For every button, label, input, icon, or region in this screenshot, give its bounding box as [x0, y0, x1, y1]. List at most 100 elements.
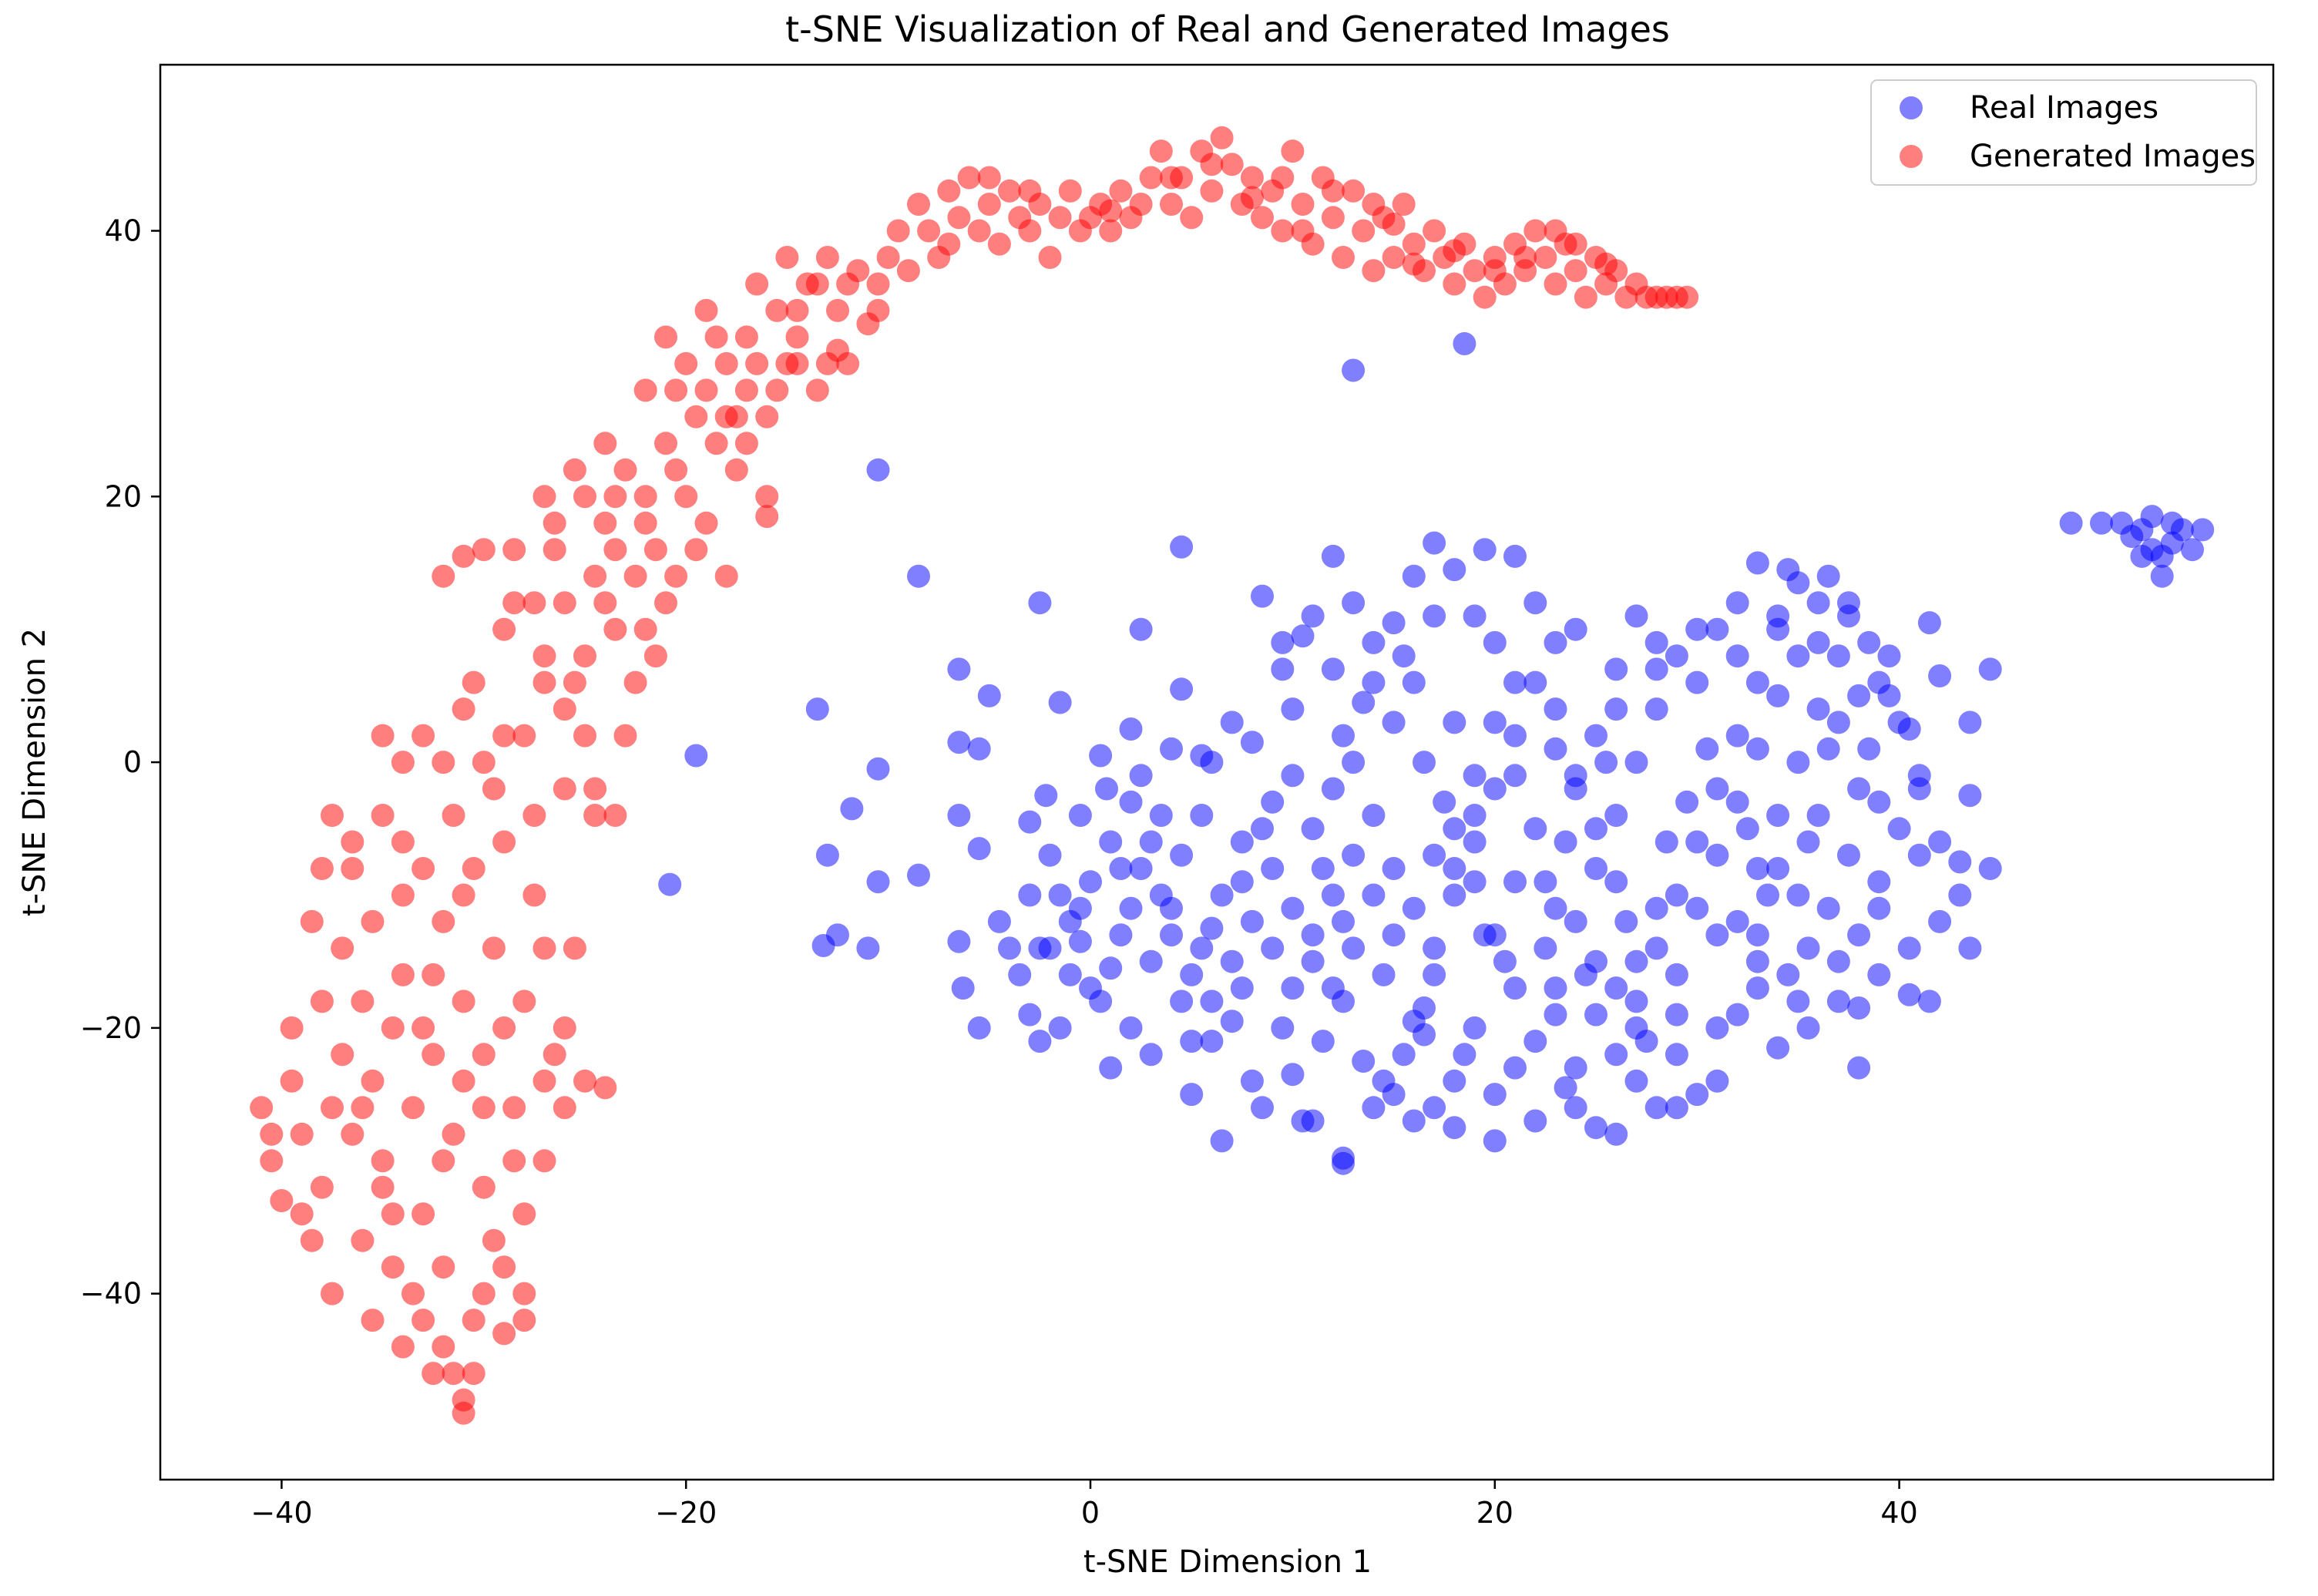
- point-real-images: [856, 936, 880, 960]
- point-generated-images: [765, 378, 789, 402]
- point-generated-images: [664, 458, 688, 482]
- point-real-images: [1382, 857, 1406, 880]
- point-real-images: [1523, 1030, 1547, 1053]
- point-real-images: [1877, 644, 1901, 668]
- point-real-images: [1887, 817, 1911, 841]
- point-real-images: [1483, 1129, 1507, 1153]
- point-generated-images: [826, 298, 849, 322]
- point-real-images: [1725, 591, 1749, 615]
- x-tick-label: −40: [250, 1496, 312, 1530]
- point-real-images: [1281, 976, 1305, 1000]
- x-tick-label: 40: [1880, 1496, 1917, 1530]
- point-real-images: [1665, 1096, 1688, 1120]
- point-generated-images: [452, 990, 475, 1013]
- point-generated-images: [1321, 179, 1345, 203]
- point-generated-images: [512, 1202, 536, 1226]
- point-real-images: [1301, 949, 1325, 973]
- point-generated-images: [623, 670, 647, 694]
- point-real-images: [967, 1016, 991, 1040]
- point-generated-images: [1099, 199, 1123, 223]
- point-real-images: [1423, 531, 1446, 555]
- point-real-images: [1240, 731, 1264, 754]
- point-real-images: [1624, 1069, 1648, 1093]
- point-generated-images: [422, 1362, 445, 1386]
- point-generated-images: [694, 511, 718, 535]
- point-real-images: [1261, 790, 1285, 814]
- point-generated-images: [654, 432, 677, 455]
- point-real-images: [1745, 551, 1769, 575]
- point-real-images: [1564, 1096, 1587, 1120]
- point-real-images: [1180, 1030, 1204, 1053]
- point-generated-images: [1564, 259, 1587, 283]
- point-real-images: [866, 870, 890, 894]
- point-real-images: [1837, 591, 1860, 615]
- point-generated-images: [1392, 193, 1416, 216]
- point-generated-images: [391, 1335, 415, 1359]
- point-real-images: [1796, 936, 1820, 960]
- point-real-images: [1786, 644, 1810, 668]
- point-generated-images: [522, 883, 546, 907]
- point-real-images: [1564, 909, 1587, 933]
- point-real-images: [1584, 817, 1607, 841]
- point-generated-images: [734, 432, 758, 455]
- point-real-images: [1301, 923, 1325, 947]
- point-real-images: [1413, 751, 1436, 774]
- point-generated-images: [694, 298, 718, 322]
- point-real-images: [1079, 976, 1102, 1000]
- point-generated-images: [613, 458, 637, 482]
- point-generated-images: [643, 538, 667, 562]
- point-generated-images: [341, 857, 364, 880]
- point-generated-images: [977, 193, 1001, 216]
- point-generated-images: [866, 298, 890, 322]
- point-real-images: [1604, 1043, 1628, 1067]
- point-generated-images: [310, 990, 334, 1013]
- point-generated-images: [412, 1309, 435, 1332]
- point-real-images: [1826, 949, 1850, 973]
- point-generated-images: [654, 591, 677, 615]
- point-real-images: [1624, 604, 1648, 628]
- point-real-images: [1079, 870, 1102, 894]
- point-generated-images: [310, 1175, 334, 1199]
- point-real-images: [1685, 1083, 1709, 1107]
- point-real-images: [1119, 790, 1143, 814]
- point-generated-images: [401, 1282, 425, 1305]
- point-generated-images: [583, 564, 607, 588]
- point-generated-images: [1332, 246, 1355, 269]
- y-tick-label: 0: [123, 745, 142, 779]
- point-generated-images: [714, 351, 738, 375]
- point-real-images: [1584, 857, 1607, 880]
- point-real-images: [1523, 817, 1547, 841]
- point-real-images: [1463, 870, 1487, 894]
- point-real-images: [1119, 717, 1143, 741]
- point-real-images: [1119, 1016, 1143, 1040]
- point-real-images: [1392, 644, 1416, 668]
- point-generated-images: [412, 857, 435, 880]
- point-real-images: [1413, 1023, 1436, 1047]
- point-real-images: [1847, 996, 1871, 1020]
- point-generated-images: [1544, 219, 1567, 243]
- point-generated-images: [432, 751, 455, 774]
- point-generated-images: [482, 1228, 506, 1252]
- point-generated-images: [361, 1069, 385, 1093]
- point-real-images: [1867, 870, 1891, 894]
- point-real-images: [866, 757, 890, 781]
- point-real-images: [1826, 990, 1850, 1013]
- point-real-images: [1332, 1151, 1355, 1175]
- point-real-images: [1210, 1129, 1234, 1153]
- point-generated-images: [432, 1255, 455, 1279]
- y-axis-ticks: −40 −20 0 20 40: [80, 213, 160, 1311]
- point-generated-images: [280, 1069, 304, 1093]
- point-generated-images: [412, 724, 435, 748]
- point-real-images: [1685, 617, 1709, 641]
- point-real-images: [684, 744, 708, 768]
- point-generated-images: [543, 1043, 566, 1067]
- point-real-images: [2150, 564, 2174, 588]
- point-real-images: [1149, 804, 1173, 827]
- point-real-images: [1402, 896, 1426, 920]
- point-real-images: [1564, 1056, 1587, 1080]
- point-real-images: [1634, 1030, 1658, 1053]
- point-real-images: [1503, 670, 1527, 694]
- point-real-images: [1705, 923, 1729, 947]
- point-real-images: [1644, 1096, 1668, 1120]
- point-generated-images: [391, 830, 415, 854]
